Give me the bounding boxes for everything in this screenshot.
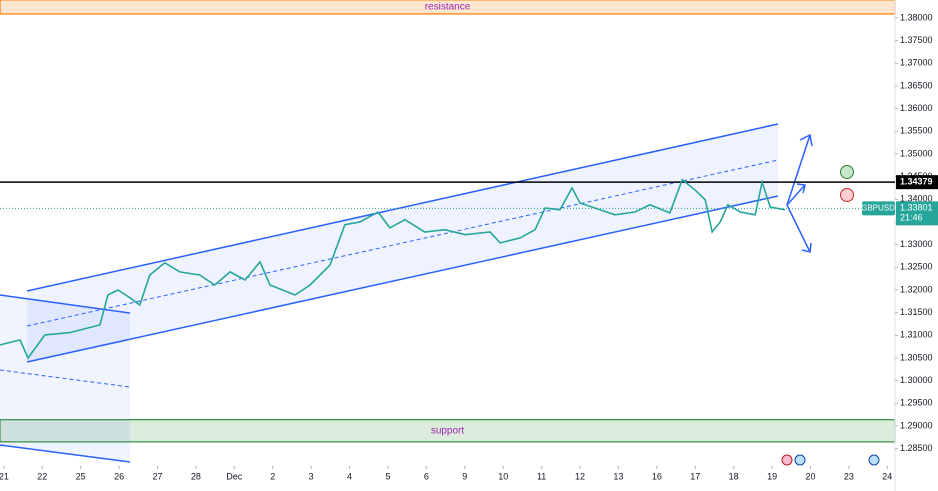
y-tick-label: 1.32000 xyxy=(900,284,933,294)
y-tick-label: 1.32500 xyxy=(900,262,933,272)
price-line xyxy=(0,178,786,360)
x-tick-label: 23 xyxy=(844,471,854,481)
x-tick-label: 3 xyxy=(309,471,314,481)
x-tick-label: 10 xyxy=(498,471,508,481)
x-tick-label: Dec xyxy=(226,471,243,481)
y-tick-label: 1.35500 xyxy=(900,126,933,136)
x-tick-label: 12 xyxy=(575,471,585,481)
arrows xyxy=(786,133,813,253)
x-tick-label: 22 xyxy=(37,471,47,481)
y-tick-label: 1.29000 xyxy=(900,420,933,430)
x-tick-label: 13 xyxy=(613,471,623,481)
x-tick-label: 9 xyxy=(462,471,467,481)
x-tick-label: 25 xyxy=(76,471,86,481)
signal-circle xyxy=(840,188,854,202)
y-tick-label: 1.33000 xyxy=(900,239,933,249)
x-tick-label: 2 xyxy=(270,471,275,481)
level-label-box xyxy=(896,175,938,190)
channel-fill xyxy=(27,124,778,362)
channel-mid xyxy=(0,369,131,388)
y-tick-label: 1.28500 xyxy=(900,443,933,453)
y-tick-label: 1.34000 xyxy=(900,194,933,204)
channel-line xyxy=(26,123,779,292)
x-tick-label: 18 xyxy=(729,471,739,481)
y-tick-label: 1.29500 xyxy=(900,398,933,408)
x-tick-label: 11 xyxy=(537,471,546,481)
y-tick-label: 1.30500 xyxy=(900,352,933,362)
x-tick-label: 16 xyxy=(652,471,662,481)
y-tick-label: 1.31500 xyxy=(900,307,933,317)
y-tick-label: 1.38000 xyxy=(900,12,933,22)
symbol-box xyxy=(862,201,895,216)
signal-circle xyxy=(840,165,854,179)
x-tick-label: 27 xyxy=(152,471,162,481)
time-label: 21:46 xyxy=(900,213,923,223)
y-tick-label: 1.37500 xyxy=(900,35,933,45)
x-tick-label: 28 xyxy=(191,471,201,481)
x-tick-label: 21 xyxy=(0,471,9,481)
symbol-label: GBPUSD xyxy=(861,203,895,212)
x-tick-label: 5 xyxy=(385,471,390,481)
event-icons xyxy=(781,454,880,466)
zone-label: resistance xyxy=(425,2,471,13)
y-tick-label: 1.30000 xyxy=(900,375,933,385)
y-tick-label: 1.31000 xyxy=(900,330,933,340)
price-label: 1.33801 xyxy=(900,203,933,213)
y-tick-label: 1.36000 xyxy=(900,103,933,113)
x-tick-label: 6 xyxy=(424,471,429,481)
x-tick-label: 4 xyxy=(347,471,352,481)
x-tick-label: 26 xyxy=(114,471,124,481)
channel-line xyxy=(0,444,131,463)
channel-line xyxy=(26,195,779,363)
zone-label: support xyxy=(431,425,465,436)
y-tick-label: 1.37000 xyxy=(900,58,933,68)
level-label: 1.34379 xyxy=(900,177,933,187)
x-tick-label: 19 xyxy=(767,471,777,481)
y-tick-label: 1.35000 xyxy=(900,148,933,158)
channel-mid xyxy=(26,159,779,327)
channel-line xyxy=(0,294,131,314)
price-box xyxy=(896,201,938,226)
x-tick-label: 17 xyxy=(690,471,700,481)
x-tick-label: 20 xyxy=(805,471,815,481)
y-tick-label: 1.36500 xyxy=(900,80,933,90)
x-tick-label: 24 xyxy=(882,471,892,481)
